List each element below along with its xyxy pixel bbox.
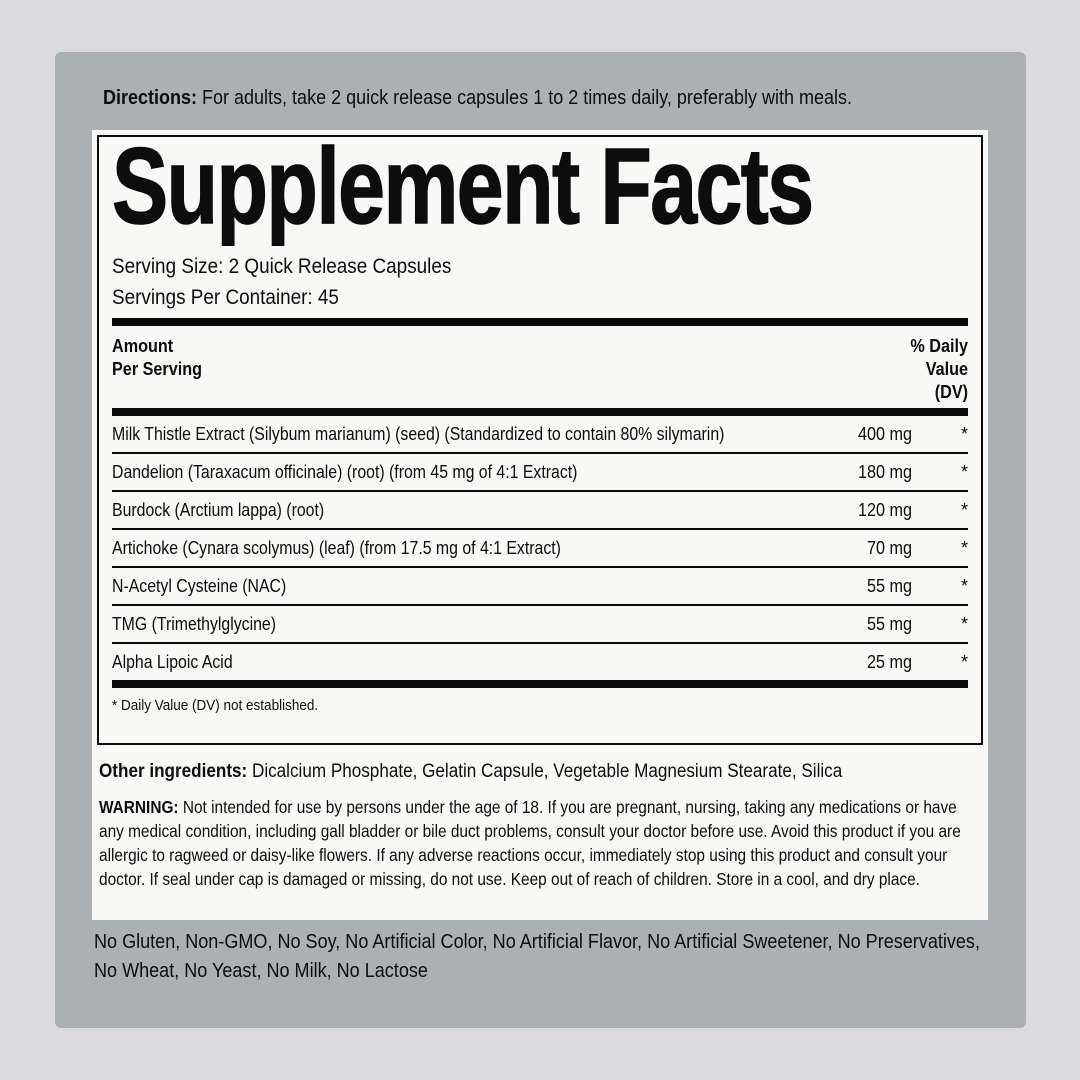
ingredient-amount: 55 mg [866,576,912,596]
ingredient-table: Milk Thistle Extract (Silybum marianum) … [112,416,968,680]
ingredient-row: TMG (Trimethylglycine) 55 mg * [112,606,968,644]
ingredient-name: Burdock (Arctium lappa) (root) [112,500,325,520]
directions-label: Directions: [103,87,198,109]
ingredient-amount: 400 mg [857,424,912,444]
ingredient-row: Artichoke (Cynara scolymus) (leaf) (from… [112,530,968,568]
dv-footnote: * Daily Value (DV) not established. [112,697,319,714]
supplement-facts-title: Supplement Facts [111,135,814,246]
thick-divider [112,408,968,416]
ingredient-name: TMG (Trimethylglycine) [112,614,276,634]
ingredient-amount: 55 mg [866,614,912,634]
serving-size-line: Serving Size: 2 Quick Release Capsules [112,255,452,278]
ingredient-name: Artichoke (Cynara scolymus) (leaf) (from… [112,538,561,558]
ingredient-name: Dandelion (Taraxacum officinale) (root) … [112,462,578,482]
ingredient-dv: * [960,500,968,520]
ingredient-dv: * [960,652,968,672]
ingredient-amount: 70 mg [866,538,912,558]
column-header-daily-value: % Daily Value (DV) [910,336,968,402]
ingredient-amount: 180 mg [857,462,912,482]
thick-divider [112,318,968,326]
ingredient-dv: * [960,538,968,558]
ingredient-row: N-Acetyl Cysteine (NAC) 55 mg * [112,568,968,606]
directions-text: Directions: For adults, take 2 quick rel… [103,87,852,109]
claims-text: No Gluten, Non-GMO, No Soy, No Artificia… [94,930,980,982]
ingredient-dv: * [960,576,968,596]
table-column-headers: Amount Per Serving % Daily Value (DV) [112,326,968,408]
ingredient-amount: 25 mg [866,652,912,672]
warning-paragraph: WARNING: Not intended for use by persons… [99,797,961,889]
ingredient-row: Alpha Lipoic Acid 25 mg * [112,644,968,680]
supplement-label: Supplement Facts Serving Size: 2 Quick R… [92,130,988,920]
ingredient-dv: * [960,462,968,482]
directions-line: Directions: For adults, take 2 quick rel… [103,84,1003,112]
column-header-amount-per-serving: Amount Per Serving [112,336,203,379]
ingredient-row: Dandelion (Taraxacum officinale) (root) … [112,454,968,492]
other-ingredients-line: Other ingredients: Dicalcium Phosphate, … [99,761,843,782]
thick-divider [112,680,968,688]
ingredient-name: Alpha Lipoic Acid [112,652,233,672]
servings-per-container-line: Servings Per Container: 45 [112,286,339,309]
ingredient-row: Burdock (Arctium lappa) (root) 120 mg * [112,492,968,530]
ingredient-name: Milk Thistle Extract (Silybum marianum) … [112,424,725,444]
ingredient-dv: * [960,614,968,634]
ingredient-amount: 120 mg [857,500,912,520]
ingredient-row: Milk Thistle Extract (Silybum marianum) … [112,416,968,454]
other-ingredients-label: Other ingredients: [99,761,248,782]
warning-label: WARNING: [99,797,179,817]
ingredient-name: N-Acetyl Cysteine (NAC) [112,576,287,596]
product-label-back-panel: Directions: For adults, take 2 quick rel… [55,52,1026,1028]
ingredient-dv: * [960,424,968,444]
supplement-facts-box: Supplement Facts Serving Size: 2 Quick R… [97,135,983,745]
